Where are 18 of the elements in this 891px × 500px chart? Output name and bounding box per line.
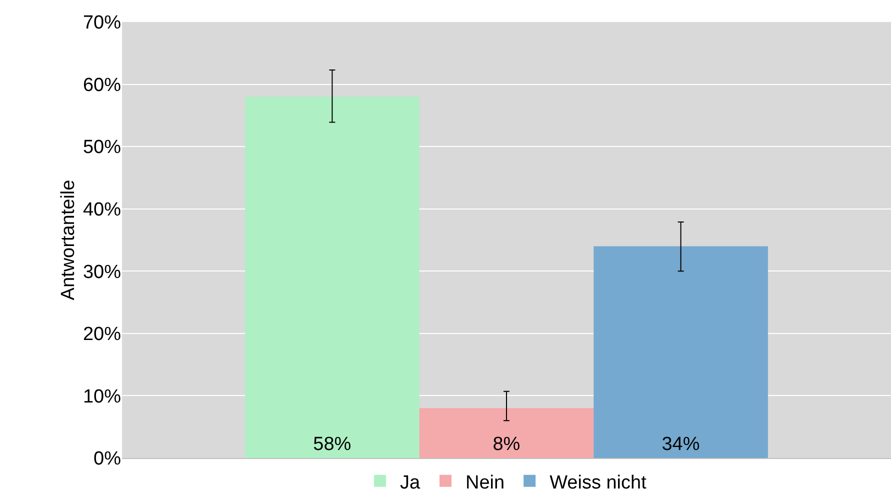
data-label: 34%: [662, 434, 700, 455]
data-label: 58%: [313, 434, 352, 455]
y-tick-label: 10%: [82, 386, 122, 408]
legend-label: Weiss nicht: [550, 472, 648, 494]
y-tick-label: 70%: [82, 12, 122, 34]
y-axis-title: Antwortanteile: [58, 180, 79, 300]
y-tick-label: 40%: [82, 200, 122, 221]
bar: [419, 408, 594, 458]
y-tick-label: 0%: [94, 448, 122, 470]
legend-label: Nein: [466, 472, 505, 494]
bar: [594, 246, 768, 458]
data-label: 8%: [492, 434, 520, 455]
y-tick-label: 30%: [82, 262, 122, 283]
y-tick-label: 20%: [82, 324, 122, 346]
legend-label: Ja: [400, 472, 420, 494]
y-tick-label: 60%: [82, 74, 122, 96]
y-tick-label: 50%: [82, 137, 122, 158]
bar: [245, 96, 420, 458]
